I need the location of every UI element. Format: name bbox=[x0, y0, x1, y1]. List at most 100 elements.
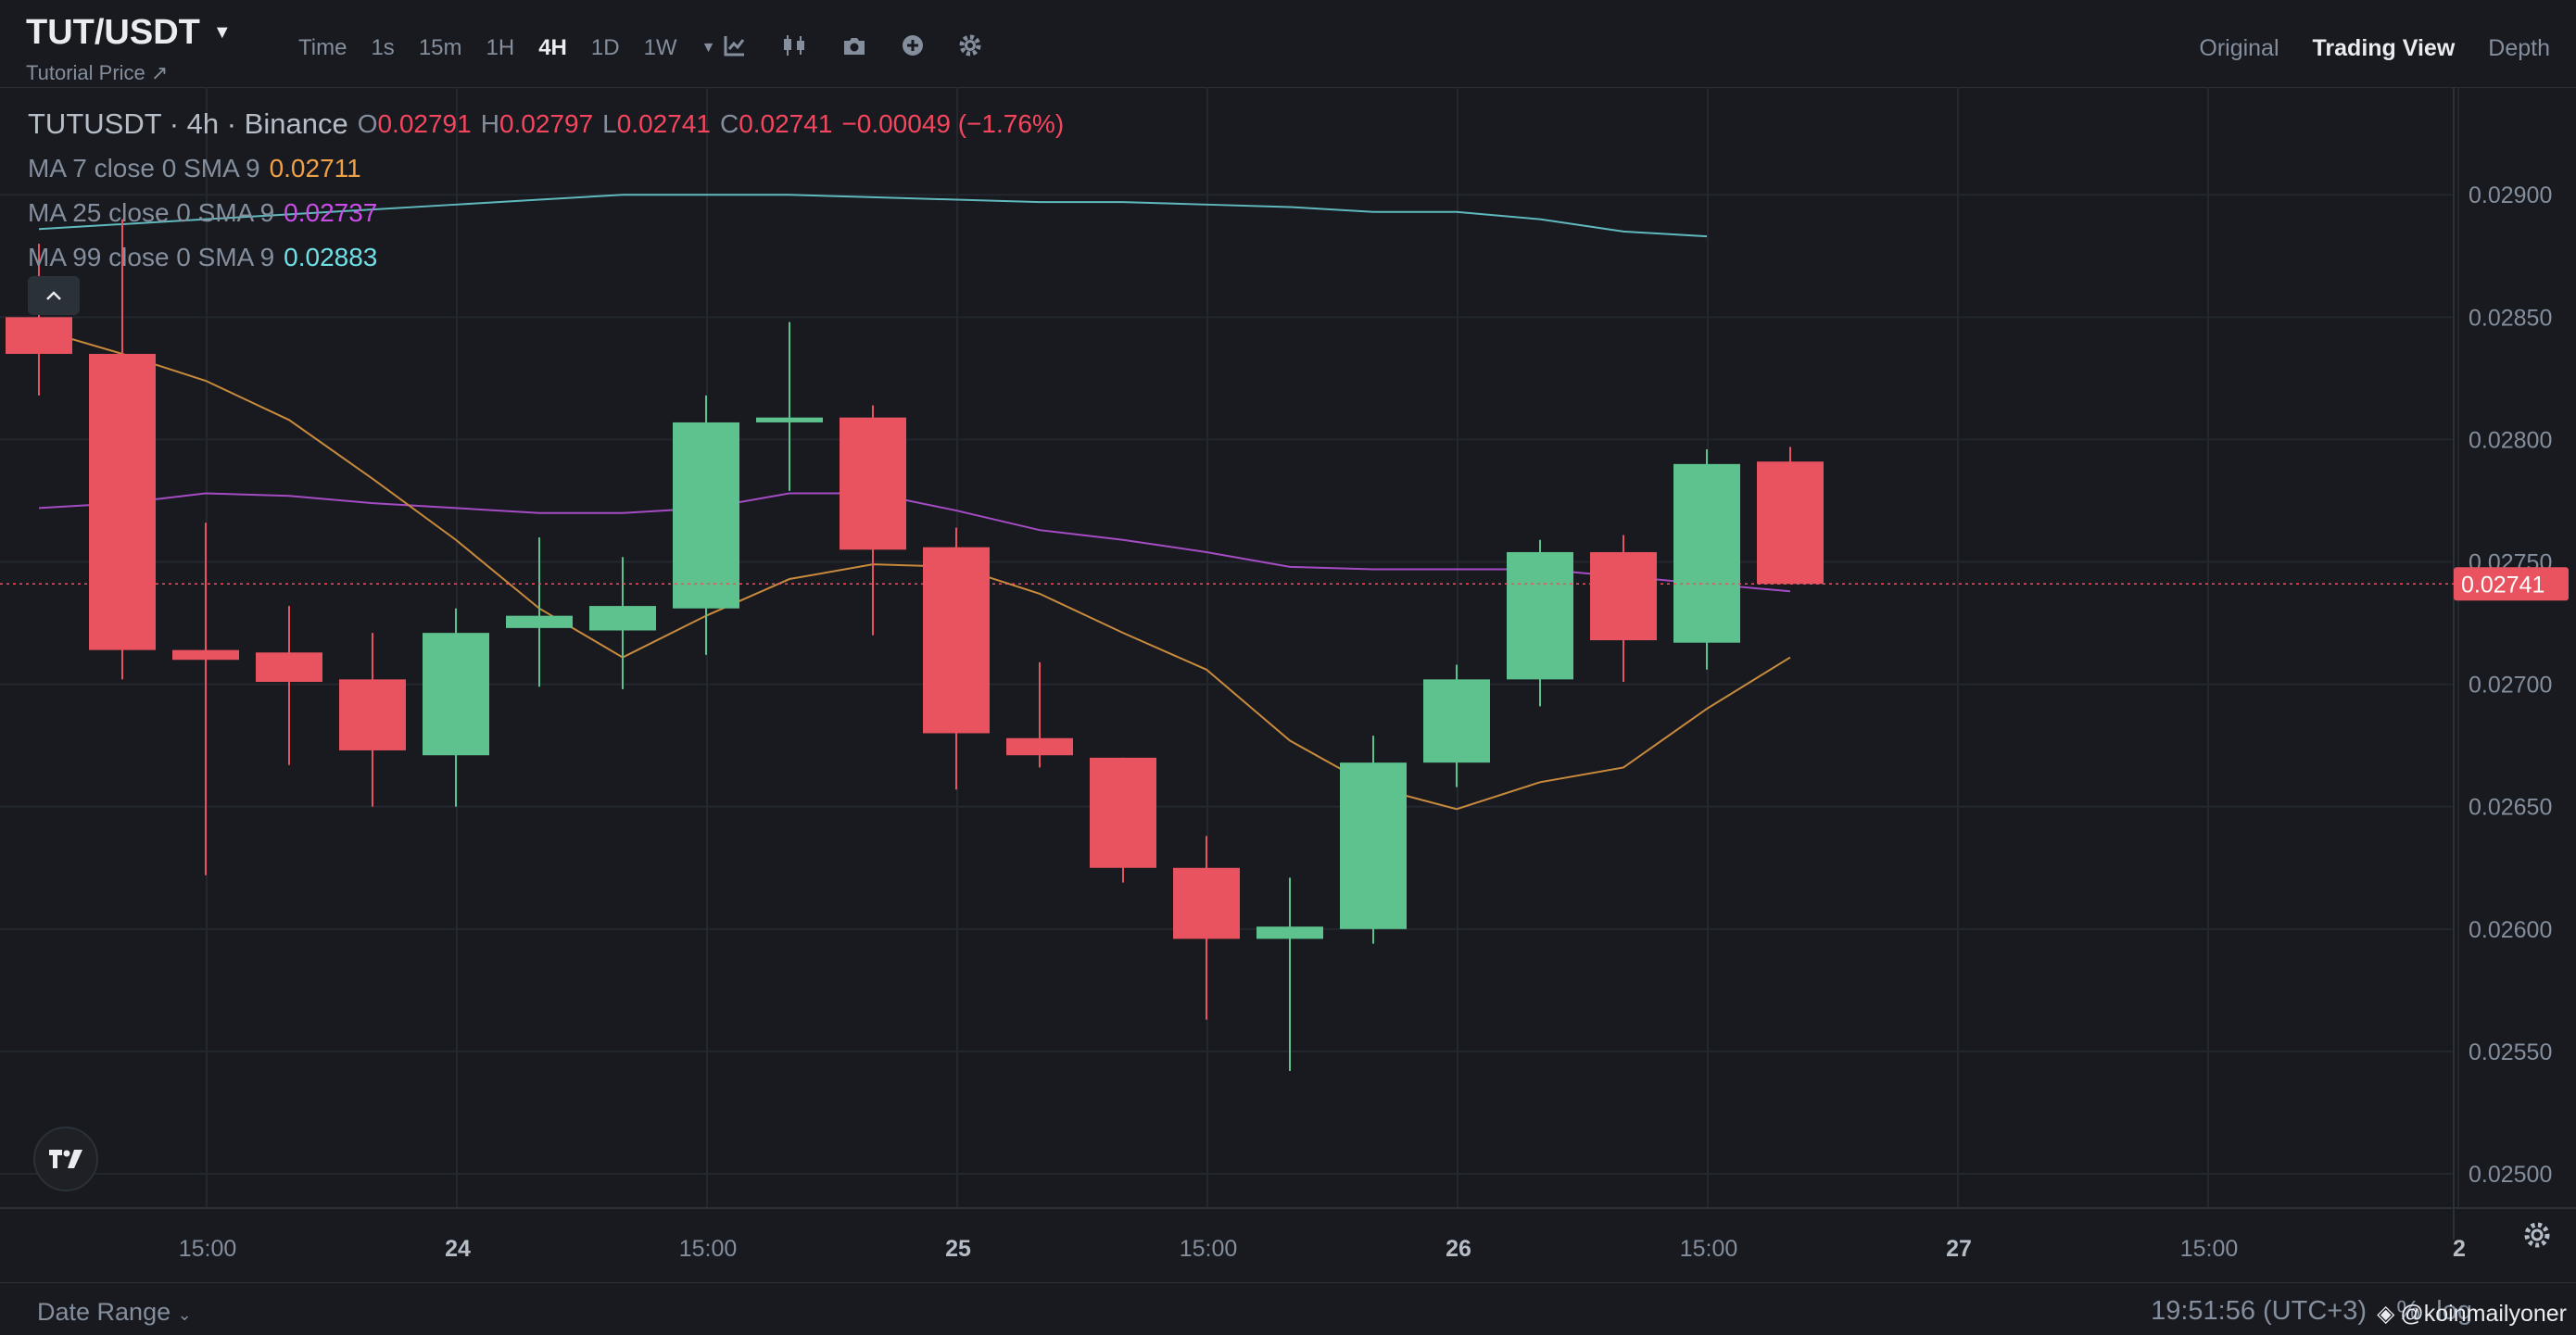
more-intervals-icon[interactable]: ▼ bbox=[701, 40, 716, 56]
candle-body bbox=[6, 317, 72, 354]
tutorial-price-link[interactable]: Tutorial Price ↗ bbox=[26, 61, 169, 84]
ma7-row[interactable]: MA 7 close 0 SMA 9 0.02711 bbox=[28, 146, 1064, 191]
candle-body bbox=[1340, 762, 1407, 929]
camera-icon[interactable] bbox=[841, 34, 867, 64]
time-tick-label: 24 bbox=[445, 1236, 471, 1262]
collapse-legend-button[interactable] bbox=[28, 276, 80, 315]
date-range-button[interactable]: Date Range ⌄ bbox=[37, 1298, 192, 1327]
price-tick-label: 0.02850 bbox=[2469, 305, 2552, 331]
candle-body bbox=[89, 353, 156, 650]
interval-4h[interactable]: 4H bbox=[538, 35, 567, 60]
clock-timezone[interactable]: 19:51:56 (UTC+3) bbox=[2151, 1296, 2367, 1326]
watermark-text: @koinmailyoner bbox=[2400, 1300, 2567, 1327]
price-tick-label: 0.02900 bbox=[2469, 183, 2552, 208]
chevron-down-icon: ⌄ bbox=[177, 1305, 192, 1324]
time-tick-label: 25 bbox=[945, 1236, 971, 1262]
candle-body bbox=[172, 649, 239, 661]
interval-1s[interactable]: 1s bbox=[371, 35, 395, 60]
time-tick-label: 2 bbox=[2453, 1236, 2466, 1262]
view-original[interactable]: Original bbox=[2199, 35, 2279, 61]
close-value: 0.02741 bbox=[739, 109, 833, 138]
close-label: C bbox=[719, 109, 739, 138]
chart-footer: Date Range ⌄ 19:51:56 (UTC+3) % log ◈ @k… bbox=[0, 1282, 2576, 1335]
ma99-value: 0.02883 bbox=[284, 243, 378, 271]
indicators-icon[interactable] bbox=[723, 33, 747, 64]
binance-diamond-icon: ◈ bbox=[2377, 1301, 2395, 1327]
candle-body bbox=[1256, 926, 1323, 939]
interval-1w[interactable]: 1W bbox=[643, 35, 677, 60]
view-trading-view[interactable]: Trading View bbox=[2312, 35, 2456, 61]
ma99-row[interactable]: MA 99 close 0 SMA 9 0.02883 bbox=[28, 235, 1064, 280]
candle-body bbox=[1173, 867, 1240, 939]
ohlc-row: TUTUSDT · 4h · Binance O 0.02791 H 0.02797… bbox=[28, 102, 1064, 146]
watermark: ◈ @koinmailyoner bbox=[2377, 1300, 2567, 1328]
interval-1h[interactable]: 1H bbox=[486, 35, 515, 60]
open-label: O bbox=[357, 109, 378, 138]
date-range-label: Date Range bbox=[37, 1298, 171, 1326]
chart-toolbar: TUT/USDT ▼ Tutorial Price ↗ Time 1s 15m … bbox=[0, 0, 2576, 88]
ma7-label: MA 7 close 0 SMA 9 bbox=[28, 154, 260, 183]
price-tick-label: 0.02700 bbox=[2469, 673, 2552, 699]
add-icon[interactable] bbox=[901, 33, 925, 64]
price-tick-label: 0.02550 bbox=[2469, 1039, 2552, 1065]
interval-1d[interactable]: 1D bbox=[590, 35, 620, 60]
candle-body bbox=[256, 652, 322, 682]
ma7-value: 0.02711 bbox=[269, 154, 361, 183]
caret-down-icon: ▼ bbox=[212, 22, 232, 43]
last-price-tag bbox=[2454, 567, 2569, 601]
candle-body bbox=[1090, 757, 1156, 868]
ma25-row[interactable]: MA 25 close 0 SMA 9 0.02737 bbox=[28, 191, 1064, 235]
candle-body bbox=[1757, 461, 1824, 585]
high-value: 0.02797 bbox=[499, 109, 594, 138]
candle-body bbox=[1507, 551, 1573, 680]
chevron-up-icon bbox=[46, 291, 61, 300]
chart-settings-gear-icon[interactable] bbox=[2519, 1219, 2556, 1256]
time-tick-label: 26 bbox=[1446, 1236, 1471, 1262]
candle-body bbox=[923, 547, 990, 734]
settings-gear-icon[interactable] bbox=[958, 33, 982, 64]
symbol-label: TUTUSDT · 4h · Binance bbox=[28, 107, 348, 140]
ma25-label: MA 25 close 0 SMA 9 bbox=[28, 198, 275, 227]
ma25-value: 0.02737 bbox=[284, 198, 378, 227]
candle-body bbox=[756, 417, 823, 422]
candle-body bbox=[1673, 463, 1740, 643]
candle-body bbox=[1006, 737, 1073, 756]
ma99-label: MA 99 close 0 SMA 9 bbox=[28, 243, 275, 271]
chart-tools bbox=[723, 33, 982, 64]
ma25-line bbox=[38, 492, 1791, 593]
chart-area[interactable]: 0.02900 0.02850 0.02800 0.02750 0.02700 0.026… bbox=[0, 87, 2576, 1282]
candle-body bbox=[673, 422, 739, 609]
price-tick-label: 0.02650 bbox=[2469, 795, 2552, 821]
open-value: 0.02791 bbox=[377, 109, 472, 138]
candle-body bbox=[589, 606, 656, 631]
low-value: 0.02741 bbox=[616, 109, 711, 138]
high-label: H bbox=[480, 109, 499, 138]
time-tick-label: 27 bbox=[1946, 1236, 1972, 1262]
candle-body bbox=[840, 417, 906, 550]
time-tick-label: 15:00 bbox=[1680, 1236, 1738, 1262]
candle-body bbox=[423, 633, 489, 756]
interval-15m[interactable]: 15m bbox=[418, 35, 462, 60]
price-tick-label: 0.02600 bbox=[2469, 917, 2552, 943]
pair-selector[interactable]: TUT/USDT ▼ bbox=[26, 13, 232, 53]
tradingview-logo-icon[interactable] bbox=[33, 1127, 98, 1191]
interval-time[interactable]: Time bbox=[298, 35, 347, 60]
time-tick-label: 15:00 bbox=[679, 1236, 738, 1262]
time-tick-label: 15:00 bbox=[1180, 1236, 1238, 1262]
chart-legend: TUTUSDT · 4h · Binance O 0.02791 H 0.02797… bbox=[28, 102, 1064, 280]
chart-type-icon[interactable] bbox=[780, 33, 808, 64]
candle-body bbox=[1590, 551, 1657, 641]
log-scale-toggle[interactable]: log bbox=[2436, 1296, 2472, 1326]
price-tick-label: 0.02500 bbox=[2469, 1162, 2552, 1188]
time-tick-label: 15:00 bbox=[2180, 1236, 2239, 1262]
time-tick-label: 15:00 bbox=[179, 1236, 237, 1262]
candle-body bbox=[339, 679, 406, 750]
candle-body bbox=[1423, 679, 1490, 763]
last-price-tag-label: 0.02741 bbox=[2461, 572, 2544, 598]
view-depth[interactable]: Depth bbox=[2488, 35, 2550, 61]
candlestick-chart[interactable]: 0.029000.028500.028000.027500.027000.026… bbox=[0, 87, 2576, 1282]
ma7-line bbox=[38, 328, 1791, 811]
pair-name: TUT/USDT bbox=[26, 13, 200, 52]
percent-scale-toggle[interactable]: % bbox=[2396, 1296, 2420, 1326]
interval-selector: Time 1s 15m 1H 4H 1D 1W ▼ bbox=[298, 35, 715, 61]
